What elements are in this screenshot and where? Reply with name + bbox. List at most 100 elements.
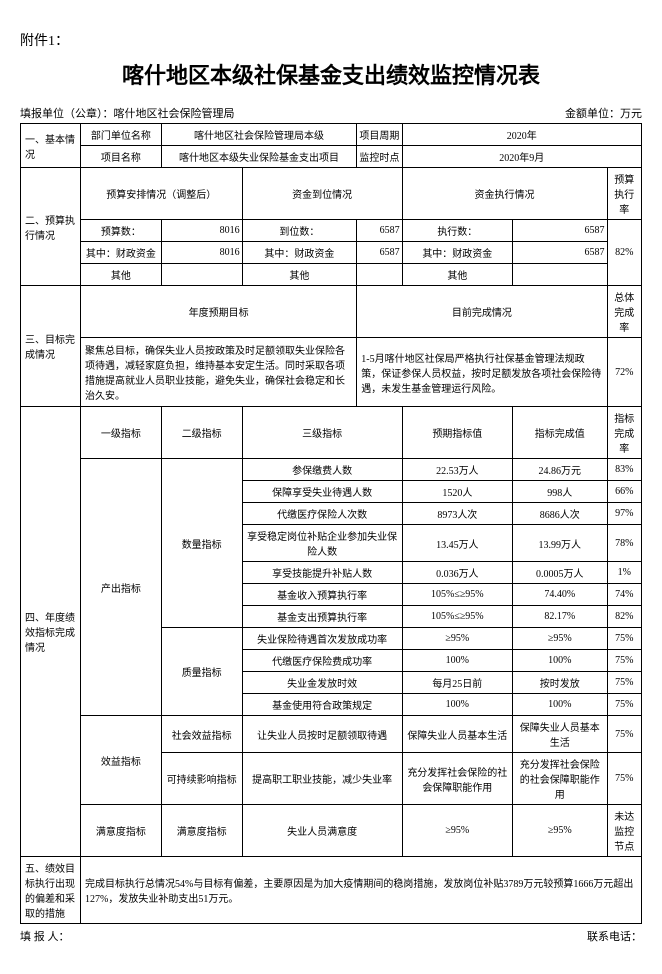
cell: 75% xyxy=(607,650,641,672)
attachment-label: 附件1： xyxy=(20,30,642,50)
lvl2-satisfy: 满意度指标 xyxy=(161,805,242,857)
dept-value: 喀什地区社会保险管理局本级 xyxy=(161,124,356,146)
lvl2-qual: 质量指标 xyxy=(161,628,242,716)
cell: 75% xyxy=(607,753,641,805)
cell: 83% xyxy=(607,459,641,481)
cell: 基金使用符合政策规定 xyxy=(242,694,402,716)
footer-reporter: 填 报 人： xyxy=(20,928,70,944)
cell: ≥95% xyxy=(402,805,512,857)
cell: 13.99万人 xyxy=(513,525,607,562)
cell: 未达监控节点 xyxy=(607,805,641,857)
lvl2-qty: 数量指标 xyxy=(161,459,242,628)
s3status: 1-5月喀什地区社保局严格执行社保基金管理法规政策，保证参保人员权益，按时足额发… xyxy=(357,338,607,407)
cell: 8016 xyxy=(161,220,242,242)
cell: 失业人员满意度 xyxy=(242,805,402,857)
cell: 其他 xyxy=(81,264,162,286)
cell: 享受稳定岗位补贴企业参加失业保险人数 xyxy=(242,525,402,562)
s4c5: 指标完成值 xyxy=(513,407,607,459)
cell: 82.17% xyxy=(513,606,607,628)
cell: 按时发放 xyxy=(513,672,607,694)
cell: 保障失业人员基本生活 xyxy=(402,716,512,753)
cell xyxy=(357,264,402,286)
cell: 8686人次 xyxy=(513,503,607,525)
cell: 享受技能提升补贴人数 xyxy=(242,562,402,584)
cell: 预算数： xyxy=(81,220,162,242)
cell: 97% xyxy=(607,503,641,525)
cell xyxy=(513,264,607,286)
cell: 其中：财政资金 xyxy=(81,242,162,264)
lvl1-benefit: 效益指标 xyxy=(81,716,162,805)
cell: 998人 xyxy=(513,481,607,503)
cell: 6587 xyxy=(357,220,402,242)
s4c2: 二级指标 xyxy=(161,407,242,459)
cell: 100% xyxy=(513,694,607,716)
cell: 充分发挥社会保险的社会保障职能作用 xyxy=(513,753,607,805)
cell: ≥95% xyxy=(513,628,607,650)
lvl2-social: 社会效益指标 xyxy=(161,716,242,753)
cell: 其中：财政资金 xyxy=(402,242,512,264)
cell: 105%≤≥95% xyxy=(402,584,512,606)
cell: 8973人次 xyxy=(402,503,512,525)
cell: 100% xyxy=(513,650,607,672)
proj-value: 喀什地区本级失业保险基金支出项目 xyxy=(161,146,356,168)
cell: 1520人 xyxy=(402,481,512,503)
cell: 82% xyxy=(607,606,641,628)
cell: 24.86万元 xyxy=(513,459,607,481)
monitor-value: 2020年9月 xyxy=(402,146,641,168)
s4c6: 指标完成率 xyxy=(607,407,641,459)
cell: 执行数： xyxy=(402,220,512,242)
cell: 74.40% xyxy=(513,584,607,606)
s2h4: 预算执行率 xyxy=(607,168,641,220)
footer-contact: 联系电话： xyxy=(587,928,642,944)
cell: 75% xyxy=(607,628,641,650)
cell: 代缴医疗保险费成功率 xyxy=(242,650,402,672)
cell: 75% xyxy=(607,716,641,753)
cell: ≥95% xyxy=(513,805,607,857)
cell xyxy=(161,264,242,286)
cell: 75% xyxy=(607,694,641,716)
s3h1: 年度预期目标 xyxy=(81,286,357,338)
monitor-label: 监控时点 xyxy=(357,146,402,168)
cell: 1% xyxy=(607,562,641,584)
cell: 保障失业人员基本生活 xyxy=(513,716,607,753)
cell: 失业保险待遇首次发放成功率 xyxy=(242,628,402,650)
cell: 提高职工职业技能，减少失业率 xyxy=(242,753,402,805)
proj-label: 项目名称 xyxy=(81,146,162,168)
s3rate: 72% xyxy=(607,338,641,407)
s2rate: 82% xyxy=(607,220,641,286)
cell: 8016 xyxy=(161,242,242,264)
cell: 6587 xyxy=(357,242,402,264)
cell: 105%≤≥95% xyxy=(402,606,512,628)
s4c4: 预期指标值 xyxy=(402,407,512,459)
cell: 其他 xyxy=(402,264,512,286)
cell: 0.0005万人 xyxy=(513,562,607,584)
cell: 基金收入预算执行率 xyxy=(242,584,402,606)
s3goal: 聚焦总目标，确保失业人员按政策及时足额领取失业保险各项待遇，减轻家庭负担，维持基… xyxy=(81,338,357,407)
lvl2-sustain: 可持续影响指标 xyxy=(161,753,242,805)
cell: 其他 xyxy=(242,264,357,286)
cell: 100% xyxy=(402,650,512,672)
cell: 参保缴费人数 xyxy=(242,459,402,481)
section5-label: 五、绩效目标执行出现的偏差和采取的措施 xyxy=(21,857,81,924)
cell: 22.53万人 xyxy=(402,459,512,481)
cell: 6587 xyxy=(513,220,607,242)
section5-content: 完成目标执行总情况54%与目标有偏差，主要原因是为加大疫情期间的稳岗措施，发放岗… xyxy=(81,857,642,924)
cell: 75% xyxy=(607,672,641,694)
cell: 保障享受失业待遇人数 xyxy=(242,481,402,503)
s2h1: 预算安排情况（调整后） xyxy=(81,168,243,220)
s2h3: 资金执行情况 xyxy=(402,168,607,220)
s3h3: 总体完成率 xyxy=(607,286,641,338)
page-title: 喀什地区本级社保基金支出绩效监控情况表 xyxy=(20,58,642,90)
lvl1-output: 产出指标 xyxy=(81,459,162,716)
section4-label: 四、年度绩效指标完成情况 xyxy=(21,407,81,857)
cell: 74% xyxy=(607,584,641,606)
lvl1-satisfy: 满意度指标 xyxy=(81,805,162,857)
cell: 78% xyxy=(607,525,641,562)
cell: 到位数： xyxy=(242,220,357,242)
unit: 金额单位：万元 xyxy=(565,105,642,121)
cell: 每月25日前 xyxy=(402,672,512,694)
section3-label: 三、目标完成情况 xyxy=(21,286,81,407)
main-table: 一、基本情况 部门单位名称 喀什地区社会保险管理局本级 项目周期 2020年 项… xyxy=(20,123,642,924)
s4c1: 一级指标 xyxy=(81,407,162,459)
reporter: 填报单位（公章）：喀什地区社会保险管理局 xyxy=(20,105,235,121)
